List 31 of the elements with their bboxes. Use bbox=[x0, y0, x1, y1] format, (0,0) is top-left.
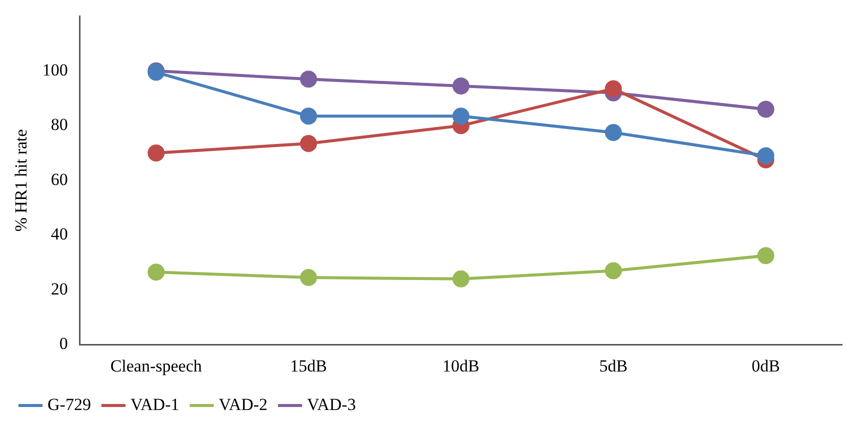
point bbox=[604, 124, 622, 142]
point bbox=[148, 264, 165, 281]
legend-label: VAD-3 bbox=[307, 394, 356, 414]
point bbox=[604, 262, 622, 280]
point bbox=[757, 247, 774, 264]
x-tick-label: 10dB bbox=[442, 356, 480, 376]
legend-label: VAD-1 bbox=[130, 394, 180, 414]
y-tick-label: 80 bbox=[50, 115, 68, 134]
x-tick-label: Clean-speech bbox=[110, 356, 202, 376]
point bbox=[452, 108, 470, 125]
point bbox=[757, 100, 774, 118]
legend-label: G-729 bbox=[48, 394, 91, 414]
point bbox=[300, 134, 318, 152]
point bbox=[300, 269, 318, 286]
point bbox=[452, 270, 470, 288]
legend-label: VAD-2 bbox=[218, 394, 268, 414]
point bbox=[452, 77, 470, 94]
y-tick-label: 100 bbox=[42, 60, 68, 80]
x-tick-label: 5dB bbox=[599, 356, 628, 376]
point bbox=[148, 144, 165, 162]
point bbox=[300, 108, 318, 125]
y-tick-label: 20 bbox=[50, 279, 68, 298]
y-tick-label: 0 bbox=[59, 334, 68, 354]
point bbox=[604, 80, 622, 98]
y-axis-title: % HR1 hit rate bbox=[12, 129, 31, 232]
x-tick-label: 0dB bbox=[752, 356, 780, 376]
y-tick-label: 40 bbox=[50, 224, 68, 244]
y-tick-label: 60 bbox=[50, 170, 68, 189]
point bbox=[757, 147, 774, 164]
x-tick-label: 15dB bbox=[290, 356, 327, 376]
point bbox=[300, 70, 318, 88]
